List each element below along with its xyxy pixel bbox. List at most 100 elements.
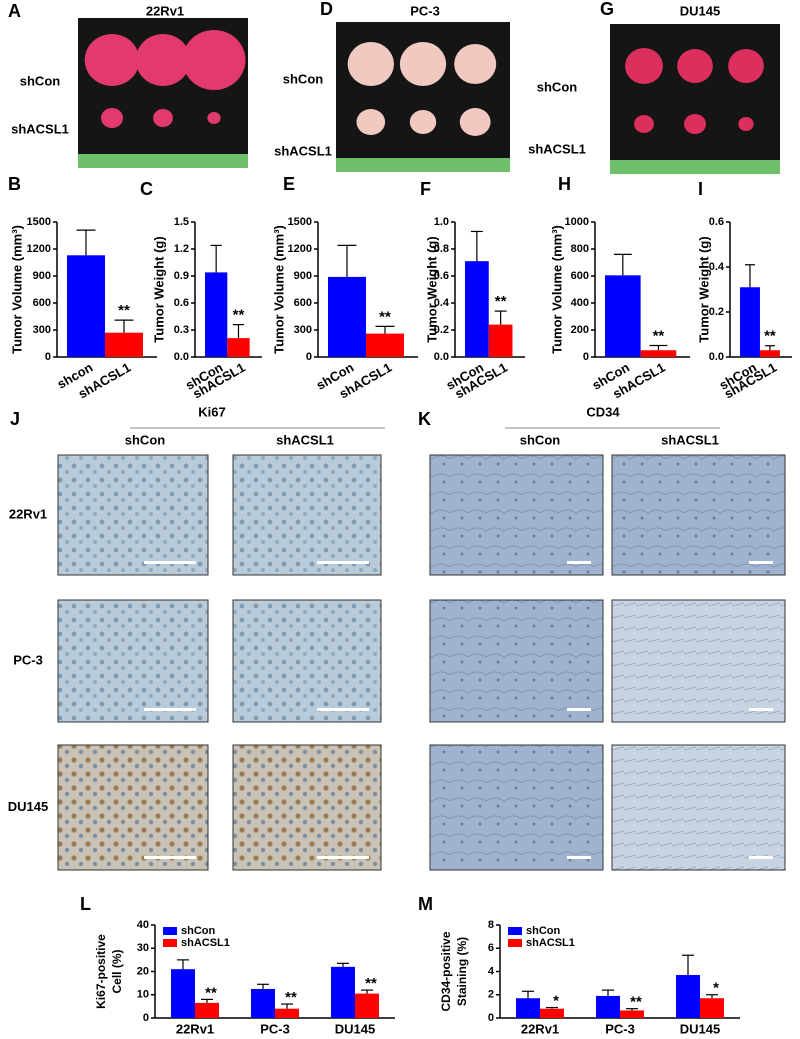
y-tick-label: 1500: [288, 216, 312, 228]
y-tick-label: 40: [137, 919, 149, 931]
y-axis-label: Tumor Volume (mm³): [549, 225, 564, 354]
significance: *: [713, 980, 719, 997]
ihc-image: [429, 454, 604, 576]
y-tick-label: 0.9: [174, 270, 189, 282]
scale-bar: [144, 561, 196, 564]
legend-label: shCon: [181, 925, 216, 937]
bar: [205, 272, 228, 357]
row-label: shACSL1: [11, 121, 69, 136]
panel-letter: L: [80, 894, 91, 914]
scale-bar: [144, 856, 196, 859]
ihc-image: [611, 744, 786, 871]
y-tick-label: 0: [306, 351, 312, 363]
row-label: 22Rv1: [9, 506, 47, 521]
error-bar: [257, 983, 269, 989]
panel-letter: K: [418, 409, 431, 429]
bar: [355, 993, 379, 1018]
error-bar: [201, 998, 213, 1003]
y-tick-label: 2: [488, 989, 494, 1001]
panel-letter: G: [600, 0, 614, 19]
x-tick-label: DU145: [335, 1021, 375, 1036]
panel-letter: J: [10, 409, 20, 429]
tumor: [634, 115, 654, 133]
row-label: shCon: [537, 79, 578, 94]
error-bar: [337, 244, 357, 277]
significance: **: [233, 307, 245, 324]
y-tick-label: 300: [33, 324, 51, 336]
error-bar: [522, 990, 534, 999]
y-tick-label: 0.0: [709, 351, 724, 363]
y-tick-label: 0: [45, 351, 51, 363]
significance: *: [553, 993, 559, 1010]
y-tick-label: 400: [571, 297, 589, 309]
bar: [540, 1008, 564, 1018]
y-tick-label: 600: [33, 297, 51, 309]
bar: [596, 995, 620, 1018]
panel-letter: A: [8, 1, 21, 21]
y-axis-label: Tumor Volume (mm³): [271, 225, 286, 354]
tumor: [738, 117, 754, 131]
bar: [171, 969, 195, 1018]
row-label: PC-3: [13, 652, 43, 667]
y-tick-label: 30: [137, 942, 149, 954]
error-bar: [177, 959, 189, 970]
significance: **: [365, 975, 377, 992]
bar: [640, 350, 677, 357]
tumor: [153, 109, 173, 127]
column-label: shACSL1: [276, 432, 334, 447]
y-tick-label: 1500: [27, 216, 51, 228]
error-bar: [114, 319, 134, 333]
scale-bar: [317, 856, 369, 859]
legend-swatch: [508, 927, 522, 935]
bar: [488, 324, 513, 357]
row-label: shCon: [283, 71, 324, 86]
y-tick-label: 1000: [565, 216, 589, 228]
bar: [676, 974, 700, 1018]
y-axis-label: Tumor Weight (g): [696, 236, 711, 342]
significance: **: [764, 328, 776, 345]
y-tick-label: 1200: [27, 243, 51, 255]
significance: **: [379, 308, 391, 325]
panel-letter: B: [8, 174, 21, 194]
y-axis-label: Cell (%): [110, 949, 124, 993]
y-axis-label: Staining (%): [455, 937, 469, 1006]
error-bar: [649, 344, 668, 351]
ihc-image: [57, 599, 209, 723]
y-tick-label: 1.2: [174, 243, 189, 255]
error-bar: [613, 253, 632, 276]
tumor: [677, 49, 713, 83]
y-tick-label: 800: [571, 243, 589, 255]
y-axis-label: Ki67-positive: [94, 934, 108, 1009]
y-axis-label: Tumor Volume (mm³): [9, 225, 24, 354]
bar: [620, 1010, 644, 1018]
ihc-image: [57, 454, 209, 576]
error-bar: [76, 229, 96, 256]
column-label: shACSL1: [661, 432, 719, 447]
significance: **: [285, 989, 297, 1006]
bar: [700, 998, 724, 1018]
y-tick-label: 10: [137, 989, 149, 1001]
bar: [605, 275, 641, 357]
tumor: [409, 110, 437, 134]
y-tick-label: 0: [143, 1012, 149, 1024]
y-tick-label: 0.6: [174, 297, 189, 309]
scale-bar: [749, 708, 773, 711]
y-tick-label: 200: [571, 324, 589, 336]
ihc-title: Ki67: [198, 404, 225, 419]
legend-swatch: [508, 939, 522, 947]
y-tick-label: 0.0: [174, 351, 189, 363]
panel-letter: D: [320, 0, 333, 19]
legend-label: shACSL1: [181, 937, 230, 949]
y-tick-label: 0: [488, 1012, 494, 1024]
legend-swatch: [163, 927, 177, 935]
bar: [328, 276, 366, 357]
row-label: DU145: [8, 799, 48, 814]
photo-title: 22Rv1: [146, 3, 184, 18]
ihc-image: [57, 744, 209, 871]
y-tick-label: 0.2: [709, 306, 724, 318]
error-bar: [602, 989, 614, 996]
error-bar: [494, 310, 507, 325]
bar: [275, 1008, 299, 1018]
bar: [195, 1002, 219, 1018]
